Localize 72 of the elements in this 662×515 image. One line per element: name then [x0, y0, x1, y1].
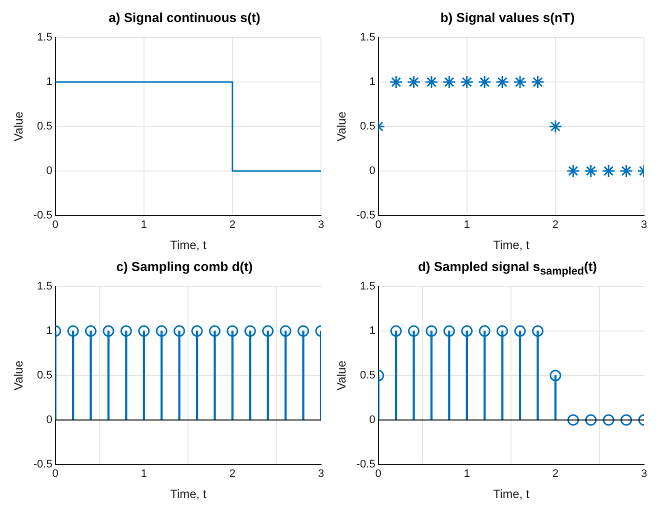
y-tick-label: 0	[369, 414, 376, 426]
y-tick-label: 0.5	[360, 370, 376, 382]
point	[514, 325, 526, 337]
y-axis-title: Value	[334, 111, 349, 142]
y-tick-label: 0	[46, 414, 52, 426]
point	[390, 325, 402, 337]
point	[442, 75, 456, 89]
point	[548, 120, 562, 134]
point	[566, 164, 580, 178]
y-tick-label: 1.5	[360, 32, 376, 44]
point	[496, 75, 510, 89]
y-tick-label: 1	[46, 325, 52, 338]
point	[620, 164, 634, 178]
x-tick-label: 2	[229, 468, 236, 480]
x-axis-title: Time, t	[170, 487, 207, 502]
y-tick-label: 1.5	[37, 32, 52, 44]
point	[389, 75, 403, 89]
y-tick-label: 1.5	[37, 280, 52, 293]
x-tick-label: 2	[552, 219, 559, 232]
point	[478, 75, 492, 89]
y-axis-title: Value	[334, 360, 349, 390]
y-tick-label: -0.5	[356, 209, 376, 222]
y-tick-label: 1	[46, 76, 52, 88]
point	[530, 75, 544, 89]
point	[478, 325, 490, 337]
x-tick-label: 2	[229, 219, 236, 232]
point	[602, 414, 614, 426]
point	[443, 325, 455, 337]
x-tick-label: 3	[640, 219, 648, 232]
point	[550, 370, 562, 382]
chart-title: d) Sampled signal s$_{sampled}$(t)	[416, 258, 598, 278]
y-tick-label: -0.5	[33, 458, 52, 470]
point	[496, 325, 508, 337]
y-tick-label: -0.5	[356, 458, 376, 470]
point	[426, 325, 438, 337]
point	[460, 75, 474, 89]
point	[620, 414, 632, 426]
x-axis-title: Time, t	[493, 487, 530, 502]
x-tick-label: 3	[318, 468, 324, 480]
y-tick-label: 0	[369, 164, 376, 177]
y-tick-label: 0.5	[37, 120, 52, 133]
y-axis-title: Value	[12, 360, 26, 390]
x-axis-title: Time, t	[493, 238, 530, 252]
x-tick-label: 3	[640, 468, 648, 480]
point	[408, 325, 420, 337]
y-tick-label: 0.5	[37, 370, 52, 382]
x-axis-title: Time, t	[170, 238, 207, 252]
y-tick-label: 1	[369, 325, 376, 338]
chart-title: b) Signal values s(nT)	[439, 9, 576, 27]
point	[602, 164, 616, 178]
chart-title: c) Sampling comb d(t)	[115, 258, 254, 276]
point	[585, 414, 597, 426]
y-tick-label: 0.5	[360, 120, 376, 133]
y-tick-label: 1.5	[360, 280, 376, 293]
point	[461, 325, 473, 337]
x-tick-label: 3	[318, 219, 324, 232]
y-tick-label: 1	[369, 76, 376, 88]
x-tick-label: 1	[464, 468, 470, 480]
point	[513, 75, 527, 89]
y-tick-label: 0	[46, 164, 52, 177]
y-axis-title: Value	[12, 111, 26, 142]
point	[567, 414, 579, 426]
x-tick-label: 1	[140, 219, 147, 232]
x-tick-label: 1	[464, 219, 470, 232]
point	[407, 75, 421, 89]
point	[584, 164, 598, 178]
x-tick-label: 1	[140, 468, 147, 480]
y-tick-label: -0.5	[33, 209, 52, 222]
point	[424, 75, 438, 89]
chart-title: a) Signal continuous s(t)	[108, 9, 262, 27]
point	[532, 325, 544, 337]
x-tick-label: 2	[552, 468, 559, 480]
